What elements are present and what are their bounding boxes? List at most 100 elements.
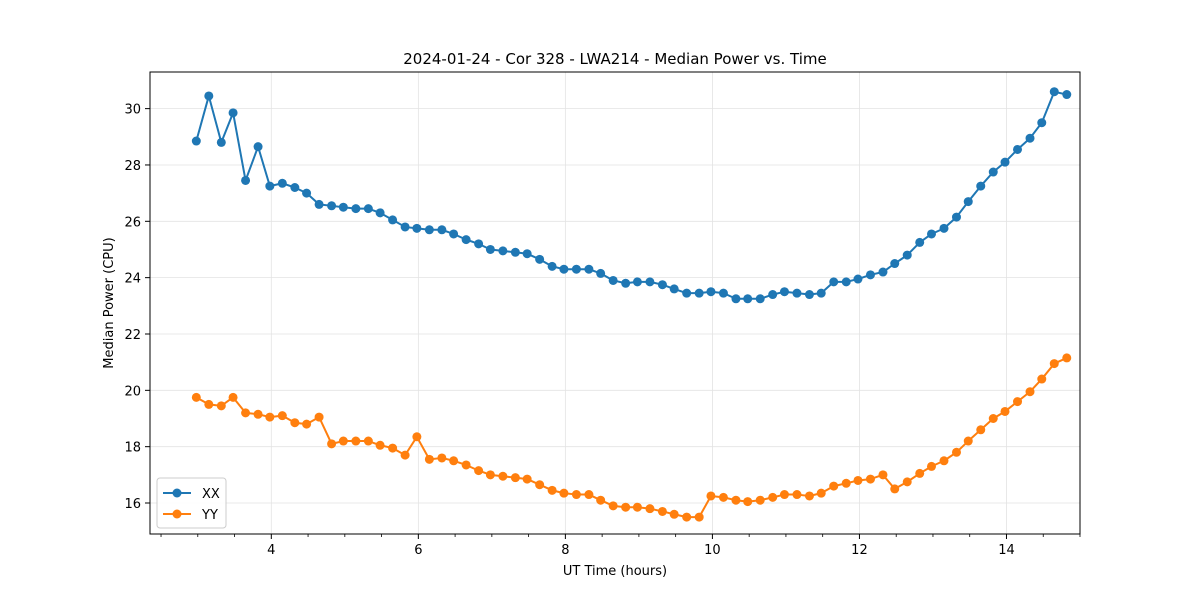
series-xx-point xyxy=(608,275,618,285)
series-yy-point xyxy=(277,411,287,421)
series-xx-point xyxy=(779,287,789,297)
series-xx-point xyxy=(327,201,337,211)
series-yy-point xyxy=(853,475,863,485)
series-yy-point xyxy=(596,495,606,505)
series-yy-point xyxy=(743,497,753,507)
series-yy-point xyxy=(437,453,447,463)
series-yy-point xyxy=(302,419,312,429)
series-yy-point xyxy=(510,473,520,483)
series-yy-point xyxy=(890,484,900,494)
series-yy-point xyxy=(1000,406,1010,416)
series-yy-point xyxy=(338,436,348,446)
series-xx-point xyxy=(265,181,275,191)
series-yy-point xyxy=(522,474,532,484)
series-yy-point xyxy=(779,490,789,500)
series-layer xyxy=(191,87,1072,522)
series-xx-point xyxy=(400,222,410,232)
series-yy-point xyxy=(682,512,692,522)
legend-yy-marker xyxy=(172,509,182,519)
series-yy-point xyxy=(1013,397,1023,407)
series-yy-point xyxy=(314,412,324,422)
series-yy-point xyxy=(1037,374,1047,384)
x-axis-label: UT Time (hours) xyxy=(563,564,667,579)
series-yy-point xyxy=(669,509,679,519)
x-tick-label: 8 xyxy=(561,543,569,558)
series-xx-point xyxy=(865,270,875,280)
series-yy-point xyxy=(939,456,949,466)
y-tick-label: 28 xyxy=(124,159,141,174)
series-yy-point xyxy=(1062,353,1072,363)
series-xx-point xyxy=(1000,157,1010,167)
y-tick-label: 22 xyxy=(124,328,141,343)
series-xx-point xyxy=(1049,87,1059,97)
series-yy-point xyxy=(461,460,471,470)
x-tick-label: 12 xyxy=(851,543,868,558)
series-yy-point xyxy=(963,436,973,446)
series-yy-point xyxy=(645,504,655,514)
series-yy-point xyxy=(926,461,936,471)
series-yy-point xyxy=(988,414,998,423)
series-xx-point xyxy=(926,229,936,239)
series-xx-point xyxy=(302,188,312,198)
series-yy-point xyxy=(327,439,337,449)
series-xx-point xyxy=(645,277,655,287)
series-xx-point xyxy=(437,225,447,235)
chart-title: 2024-01-24 - Cor 328 - LWA214 - Median P… xyxy=(403,50,827,68)
series-yy-point xyxy=(400,450,410,460)
series-yy-point xyxy=(547,485,557,495)
series-yy-point xyxy=(253,409,263,419)
series-yy-point xyxy=(755,495,765,505)
series-yy-point xyxy=(878,470,888,480)
series-yy-point xyxy=(804,491,814,501)
series-xx-point xyxy=(694,288,704,298)
series-xx-point xyxy=(363,204,373,214)
series-yy-point xyxy=(841,478,851,488)
series-yy-point xyxy=(657,506,667,516)
series-yy-point xyxy=(216,401,226,411)
series-yy-point xyxy=(976,425,986,435)
series-xx-point xyxy=(816,288,826,298)
y-tick-label: 30 xyxy=(124,103,141,118)
series-xx-point xyxy=(571,264,581,274)
series-yy-point xyxy=(559,488,569,498)
y-tick-label: 16 xyxy=(124,497,141,512)
series-yy-point xyxy=(951,447,961,457)
series-yy-point xyxy=(768,492,778,502)
series-xx-point xyxy=(498,246,508,256)
series-yy-point xyxy=(351,436,361,446)
series-yy-point xyxy=(191,392,201,402)
series-yy-point xyxy=(228,392,238,402)
series-xx-point xyxy=(669,284,679,294)
series-yy-point xyxy=(706,491,716,501)
series-xx-point xyxy=(804,290,814,300)
series-yy-point xyxy=(792,490,802,500)
legend-yy-label: YY xyxy=(201,508,218,523)
series-xx-point xyxy=(706,287,716,297)
series-yy-point xyxy=(915,468,925,478)
series-xx-point xyxy=(277,178,287,188)
y-tick-label: 24 xyxy=(124,272,141,287)
series-yy-point xyxy=(816,488,826,498)
y-tick-label: 26 xyxy=(124,215,141,230)
series-xx-point xyxy=(657,280,667,290)
series-xx-point xyxy=(461,235,471,245)
series-xx-point xyxy=(584,264,594,274)
series-yy-point xyxy=(449,456,459,466)
x-tick-label: 4 xyxy=(267,543,275,558)
series-xx-point xyxy=(191,136,201,146)
series-yy-point xyxy=(694,512,704,522)
series-yy-point xyxy=(902,477,912,487)
series-xx-point xyxy=(290,183,300,192)
series-xx-point xyxy=(559,264,569,274)
series-xx-point xyxy=(963,197,973,207)
series-xx-point xyxy=(449,229,459,239)
series-xx-point xyxy=(204,91,214,101)
series-yy-point xyxy=(535,480,545,490)
series-xx-point xyxy=(902,250,912,260)
series-yy-point xyxy=(388,443,398,453)
series-yy-point xyxy=(718,492,728,502)
series-yy-point xyxy=(412,432,422,442)
series-yy-point xyxy=(608,501,618,511)
series-yy-point xyxy=(731,495,741,505)
series-xx-point xyxy=(474,239,484,249)
